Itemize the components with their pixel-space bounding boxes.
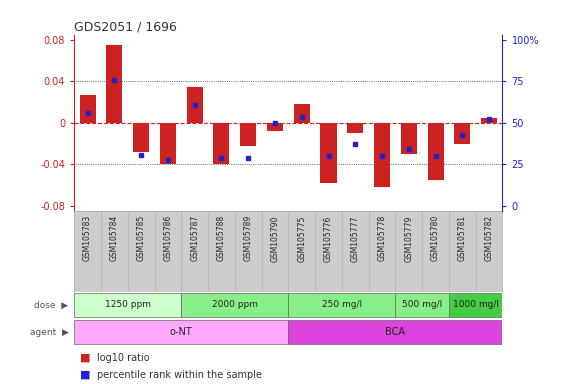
Bar bbox=[182, 293, 288, 317]
Text: GSM105789: GSM105789 bbox=[244, 215, 253, 262]
Bar bbox=[374, 123, 390, 187]
Text: 250 mg/l: 250 mg/l bbox=[322, 300, 362, 309]
Text: GSM105788: GSM105788 bbox=[217, 215, 226, 262]
Text: 2000 ppm: 2000 ppm bbox=[212, 300, 258, 309]
Bar bbox=[293, 104, 309, 123]
Text: GSM105783: GSM105783 bbox=[83, 215, 92, 262]
Text: GSM105777: GSM105777 bbox=[351, 215, 360, 262]
Bar bbox=[214, 123, 230, 164]
Text: GSM105785: GSM105785 bbox=[136, 215, 146, 262]
Text: dose  ▶: dose ▶ bbox=[34, 301, 69, 310]
Text: 1250 ppm: 1250 ppm bbox=[104, 300, 151, 309]
Text: GSM105779: GSM105779 bbox=[404, 215, 413, 262]
Bar bbox=[320, 123, 336, 183]
Bar bbox=[395, 293, 449, 317]
Text: GSM105782: GSM105782 bbox=[485, 215, 493, 262]
Bar bbox=[449, 293, 502, 317]
Bar bbox=[133, 123, 149, 152]
Text: 500 mg/l: 500 mg/l bbox=[402, 300, 443, 309]
Bar bbox=[288, 320, 502, 344]
Text: GSM105776: GSM105776 bbox=[324, 215, 333, 262]
Bar bbox=[347, 123, 363, 133]
Text: agent  ▶: agent ▶ bbox=[30, 328, 69, 337]
Text: log10 ratio: log10 ratio bbox=[97, 353, 150, 363]
Bar bbox=[481, 118, 497, 123]
Bar bbox=[74, 293, 182, 317]
Bar bbox=[74, 320, 288, 344]
Text: o-NT: o-NT bbox=[170, 327, 192, 337]
Bar bbox=[288, 293, 395, 317]
Bar bbox=[106, 45, 122, 123]
Text: GSM105780: GSM105780 bbox=[431, 215, 440, 262]
Bar bbox=[401, 123, 417, 154]
Text: GSM105784: GSM105784 bbox=[110, 215, 119, 262]
Bar bbox=[267, 123, 283, 131]
Bar bbox=[455, 123, 471, 144]
Bar bbox=[428, 123, 444, 180]
Bar bbox=[187, 86, 203, 123]
Text: GSM105787: GSM105787 bbox=[190, 215, 199, 262]
Text: GSM105781: GSM105781 bbox=[458, 215, 467, 262]
Text: percentile rank within the sample: percentile rank within the sample bbox=[97, 370, 262, 380]
Text: GSM105786: GSM105786 bbox=[163, 215, 172, 262]
Text: 1000 mg/l: 1000 mg/l bbox=[453, 300, 498, 309]
Text: BCA: BCA bbox=[385, 327, 405, 337]
Text: GDS2051 / 1696: GDS2051 / 1696 bbox=[74, 20, 177, 33]
Text: GSM105775: GSM105775 bbox=[297, 215, 306, 262]
Bar bbox=[160, 123, 176, 164]
Text: ■: ■ bbox=[80, 370, 90, 380]
Bar bbox=[240, 123, 256, 146]
Text: ■: ■ bbox=[80, 353, 90, 363]
Text: GSM105778: GSM105778 bbox=[377, 215, 387, 262]
Text: GSM105790: GSM105790 bbox=[271, 215, 279, 262]
Bar bbox=[79, 95, 96, 123]
